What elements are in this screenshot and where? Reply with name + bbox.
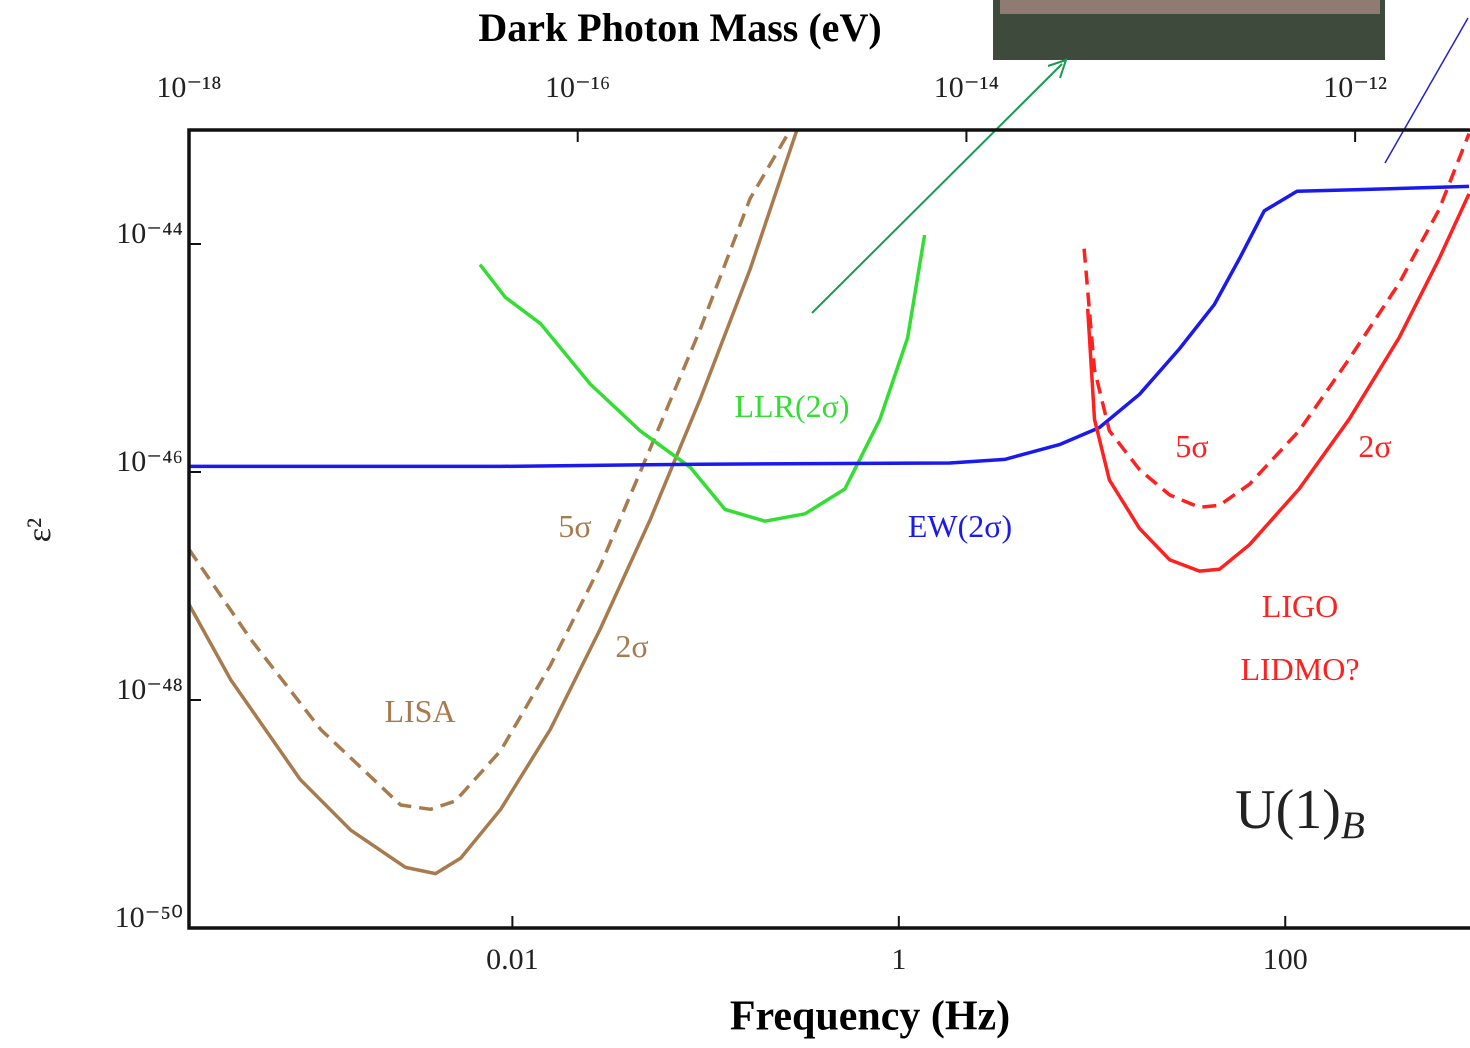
annotation-text: 5σ <box>558 508 591 544</box>
annotation: 5σ <box>1175 428 1208 464</box>
annotation-text: U(1) <box>1235 779 1341 841</box>
series-line <box>478 234 927 523</box>
annotation: LIDMO? <box>1240 651 1359 687</box>
x2-tick-label: 10⁻¹⁶ <box>545 71 610 104</box>
x2-tick-label: 10⁻¹⁴ <box>934 71 999 104</box>
chart-title: Dark Photon Mass (eV) <box>478 5 881 50</box>
pointer-arrow <box>811 63 1063 314</box>
series-line <box>189 130 792 812</box>
plot-area <box>189 130 1470 876</box>
annotation: LIGO <box>1262 588 1338 624</box>
series-line <box>1085 193 1470 573</box>
annotation-text: LIGO <box>1262 588 1338 624</box>
annotation: 2σ <box>1358 428 1391 464</box>
y-tick-label: 10⁻⁴⁸ <box>116 673 183 706</box>
x2-tick-label: 10⁻¹⁸ <box>156 71 221 104</box>
pointer-line <box>1384 17 1469 164</box>
series-line <box>1082 132 1470 510</box>
y-tick-label: 10⁻⁴⁶ <box>116 445 183 478</box>
annotation-text: LLR(2σ) <box>735 388 850 424</box>
annotation-text: 2σ <box>1358 428 1391 464</box>
annotation-text: LISA <box>384 693 455 729</box>
pointer-arrow-head <box>1047 58 1068 79</box>
plot-frame <box>187 128 1470 930</box>
annotation-text: 5σ <box>1175 428 1208 464</box>
annotation-text: EW(2σ) <box>908 508 1012 544</box>
annotation: 5σ <box>558 508 591 544</box>
annotation-text: 2σ <box>615 628 648 664</box>
series-line <box>189 130 799 876</box>
x-tick-label: 1 <box>891 943 906 976</box>
y-tick-label: 10⁻⁴⁴ <box>116 217 183 250</box>
y-axis-label: ε² <box>21 518 58 542</box>
annotation: EW(2σ) <box>908 508 1012 544</box>
annotation-text: LIDMO? <box>1240 651 1359 687</box>
annotation: 2σ <box>615 628 648 664</box>
x-tick-label: 100 <box>1263 943 1308 976</box>
y-tick-label: 10⁻⁵⁰ <box>115 901 183 934</box>
annotation: U(1)B <box>1235 779 1365 847</box>
annotation: LISA <box>384 693 455 729</box>
x2-tick-label: 10⁻¹² <box>1323 71 1387 104</box>
annotation-subscript: B <box>1341 804 1365 847</box>
annotation: LLR(2σ) <box>735 388 850 424</box>
x-tick-label: 0.01 <box>486 943 539 976</box>
series-line <box>189 184 1470 469</box>
x-axis-label: Frequency (Hz) <box>730 994 1010 1040</box>
inset-thumbnail-strip <box>1000 0 1380 14</box>
